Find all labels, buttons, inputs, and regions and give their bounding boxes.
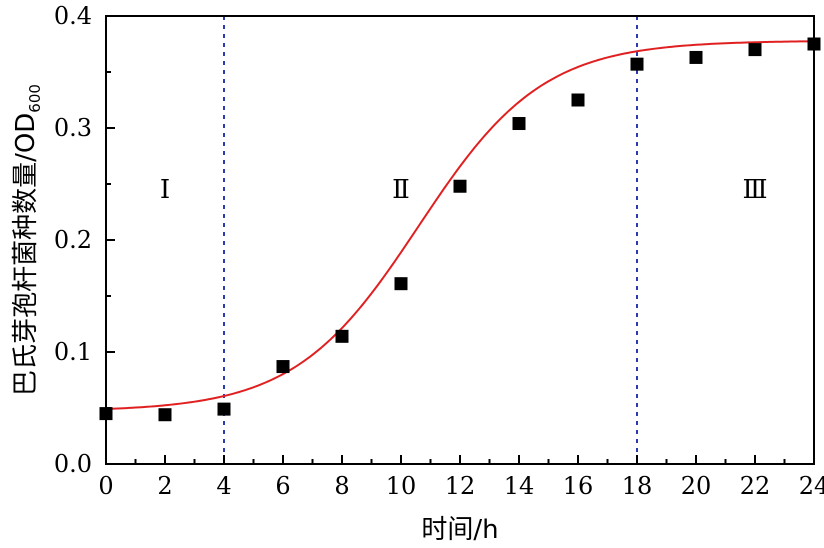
y-axis-title-subscript: 600 — [26, 84, 44, 113]
y-tick-label: 0.3 — [54, 114, 92, 142]
fit-curve — [105, 40, 815, 410]
data-point — [571, 93, 585, 107]
data-point — [394, 277, 408, 291]
y-tick-label: 0.1 — [54, 338, 92, 366]
x-tick-label: 24 — [799, 472, 824, 500]
fit-curve-layer — [105, 40, 815, 410]
data-point — [276, 360, 290, 374]
data-point — [748, 43, 762, 57]
data-point — [158, 408, 172, 422]
x-tick-label: 12 — [445, 472, 476, 500]
x-tick-label: 2 — [157, 472, 172, 500]
y-tick-label: 0.0 — [54, 450, 92, 478]
phase-label: Ⅲ — [742, 175, 767, 205]
x-tick-label: 8 — [334, 472, 349, 500]
x-tick-label: 14 — [504, 472, 535, 500]
phase-label: Ⅰ — [160, 175, 170, 205]
y-axis-title: 巴氏芽孢杆菌种数量/OD600 — [11, 84, 44, 396]
x-tick-label: 0 — [98, 472, 113, 500]
data-point — [217, 402, 231, 416]
x-tick-label: 18 — [622, 472, 653, 500]
reference-lines — [223, 16, 638, 464]
x-tick-label: 10 — [386, 472, 417, 500]
x-tick-label: 22 — [740, 472, 771, 500]
plot-frame — [105, 15, 815, 465]
axes — [105, 15, 815, 465]
data-point — [689, 50, 703, 64]
y-tick-label: 0.2 — [54, 226, 92, 254]
x-tick-label: 4 — [216, 472, 231, 500]
ticks: 0 2 4 6 8 10 12 14 16 18 20 22 240.00.10.20.30.4 — [54, 2, 824, 500]
data-points — [99, 37, 821, 422]
x-tick-label: 6 — [275, 472, 290, 500]
y-axis-title-main: 巴氏芽孢杆菌种数量/OD — [11, 113, 41, 396]
x-tick-label: 16 — [563, 472, 594, 500]
data-point — [630, 57, 644, 71]
data-point — [453, 179, 467, 193]
y-tick-label: 0.4 — [54, 2, 92, 30]
data-point — [335, 329, 349, 343]
data-point — [512, 117, 526, 131]
phase-label: Ⅱ — [392, 175, 410, 205]
x-axis-title: 时间/h — [421, 515, 498, 545]
region-labels: Ⅰ Ⅱ Ⅲ — [160, 175, 768, 205]
x-tick-label: 20 — [681, 472, 712, 500]
